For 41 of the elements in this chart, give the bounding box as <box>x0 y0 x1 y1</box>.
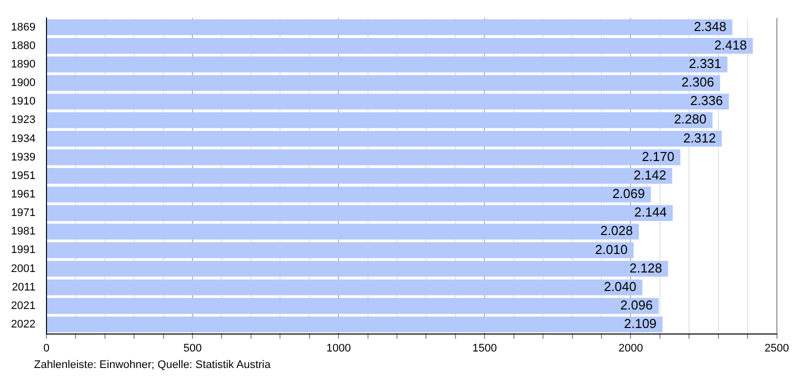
data-label: 2.312 <box>683 130 716 146</box>
y-tick-label: 1961 <box>10 188 36 201</box>
y-tick-label: 2021 <box>10 300 36 312</box>
data-label: 2.280 <box>674 112 706 127</box>
y-tick-label: 1971 <box>10 207 36 220</box>
data-label: 2.348 <box>694 18 726 34</box>
y-tick-label: 1900 <box>10 77 36 90</box>
x-tick-label: 0 <box>43 342 50 354</box>
y-tick-label: 2001 <box>10 262 36 275</box>
y-tick-label: 1934 <box>10 132 36 145</box>
data-label: 2.306 <box>682 74 714 90</box>
data-label: 2.418 <box>714 37 747 52</box>
x-tick-label: 1000 <box>326 342 351 354</box>
x-tick-label: 500 <box>183 342 202 354</box>
y-tick-label: 1923 <box>10 114 36 126</box>
data-label: 2.331 <box>688 56 722 72</box>
y-tick-label: 2022 <box>10 318 36 331</box>
y-tick-label: 1939 <box>10 151 36 164</box>
y-tick-label: 2011 <box>12 281 36 294</box>
y-tick-label: 1890 <box>10 58 36 70</box>
data-label: 2.144 <box>634 204 667 220</box>
data-label: 2.010 <box>595 242 628 257</box>
x-tick-label: 2500 <box>764 342 790 354</box>
y-tick-label: 1951 <box>10 170 36 182</box>
data-label: 2.028 <box>600 223 633 238</box>
y-tick-label: 1880 <box>10 40 36 52</box>
y-tick-label: 1910 <box>10 96 36 108</box>
data-label: 2.069 <box>612 186 645 202</box>
y-tick-label: 1981 <box>10 226 36 238</box>
data-label: 2.142 <box>634 167 666 182</box>
data-label: 2.336 <box>690 93 723 108</box>
x-tick-label: 1500 <box>472 342 497 354</box>
data-label: 2.040 <box>604 278 636 294</box>
data-label: 2.128 <box>630 260 662 276</box>
data-label: 2.096 <box>620 298 653 313</box>
data-label: 2.170 <box>642 148 674 164</box>
x-tick-label: 2000 <box>618 342 643 354</box>
data-label: 2.109 <box>624 316 657 332</box>
y-tick-label: 1869 <box>10 21 36 34</box>
y-tick-label: 1991 <box>10 244 36 256</box>
text: Zahlenleiste: Einwohner; Quelle: Statistik Austria <box>34 358 272 372</box>
